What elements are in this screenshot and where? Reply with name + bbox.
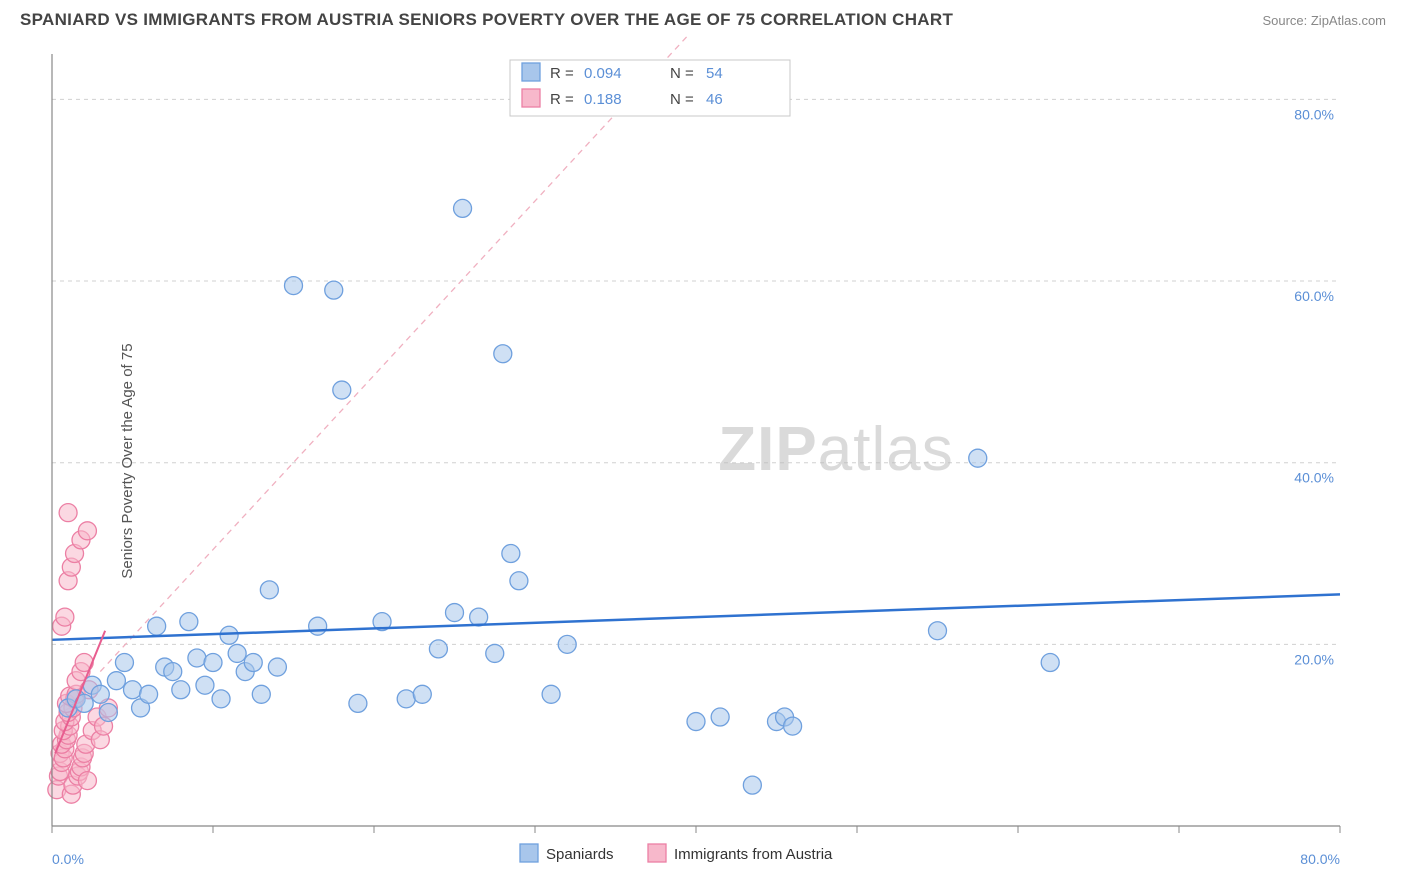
data-point <box>260 581 278 599</box>
data-point <box>429 640 447 658</box>
data-point <box>285 277 303 295</box>
legend-r-label: R = <box>550 65 574 82</box>
legend-r-value: 0.094 <box>584 65 622 82</box>
y-tick-label: 40.0% <box>1294 470 1334 486</box>
chart-source: Source: ZipAtlas.com <box>1262 13 1386 28</box>
data-point <box>148 617 166 635</box>
data-point <box>59 504 77 522</box>
y-axis-label: Seniors Poverty Over the Age of 75 <box>119 343 136 578</box>
data-point <box>180 613 198 631</box>
data-point <box>78 522 96 540</box>
data-point <box>711 708 729 726</box>
data-point <box>164 663 182 681</box>
data-point <box>349 694 367 712</box>
data-point <box>115 654 133 672</box>
legend-n-value: 46 <box>706 91 723 108</box>
y-tick-label: 60.0% <box>1294 288 1334 304</box>
legend-r-label: R = <box>550 91 574 108</box>
data-point <box>244 654 262 672</box>
data-point <box>212 690 230 708</box>
legend-swatch <box>522 63 540 81</box>
watermark: ZIPatlas <box>718 415 953 484</box>
legend-series-label: Spaniards <box>546 846 614 863</box>
data-point <box>204 654 222 672</box>
x-tick-label: 0.0% <box>52 851 84 867</box>
data-point <box>56 608 74 626</box>
data-point <box>784 717 802 735</box>
data-point <box>91 685 109 703</box>
data-point <box>188 649 206 667</box>
data-point <box>1041 654 1059 672</box>
legend-n-label: N = <box>670 91 694 108</box>
data-point <box>454 199 472 217</box>
data-point <box>196 676 214 694</box>
data-point <box>309 617 327 635</box>
data-point <box>325 281 343 299</box>
data-point <box>743 776 761 794</box>
scatter-chart-svg: ZIPatlas 0.0% 80.0% 20.0% 40.0% 60.0% 80.0% R =… <box>0 36 1406 886</box>
data-point <box>929 622 947 640</box>
data-point <box>99 703 117 721</box>
data-point <box>502 545 520 563</box>
data-point <box>78 772 96 790</box>
legend-n-value: 54 <box>706 65 723 82</box>
legend-n-label: N = <box>670 65 694 82</box>
trendline-spaniards <box>52 594 1340 639</box>
data-point <box>252 685 270 703</box>
y-tick-label: 80.0% <box>1294 106 1334 122</box>
data-point <box>124 681 142 699</box>
data-point <box>446 604 464 622</box>
data-point <box>558 635 576 653</box>
legend-swatch <box>520 844 538 862</box>
y-tick-label: 20.0% <box>1294 651 1334 667</box>
data-point <box>687 713 705 731</box>
chart-header: SPANIARD VS IMMIGRANTS FROM AUSTRIA SENI… <box>0 0 1406 36</box>
data-point <box>413 685 431 703</box>
data-point <box>486 644 504 662</box>
legend-swatch <box>522 89 540 107</box>
data-point <box>333 381 351 399</box>
data-point <box>220 626 238 644</box>
reference-diagonal <box>100 36 696 672</box>
data-point <box>494 345 512 363</box>
data-point <box>172 681 190 699</box>
legend-series-label: Immigrants from Austria <box>674 846 833 863</box>
chart-title: SPANIARD VS IMMIGRANTS FROM AUSTRIA SENI… <box>20 10 953 30</box>
legend-r-value: 0.188 <box>584 91 622 108</box>
data-point <box>268 658 286 676</box>
data-point <box>228 644 246 662</box>
data-point <box>140 685 158 703</box>
data-point <box>397 690 415 708</box>
legend-swatch <box>648 844 666 862</box>
data-point <box>510 572 528 590</box>
chart-area: Seniors Poverty Over the Age of 75 ZIPat… <box>0 36 1406 886</box>
data-point <box>542 685 560 703</box>
x-tick-label: 80.0% <box>1300 851 1340 867</box>
data-point <box>107 672 125 690</box>
data-point <box>969 449 987 467</box>
